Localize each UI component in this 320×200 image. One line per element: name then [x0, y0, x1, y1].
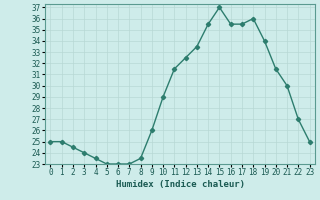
X-axis label: Humidex (Indice chaleur): Humidex (Indice chaleur) [116, 180, 244, 189]
